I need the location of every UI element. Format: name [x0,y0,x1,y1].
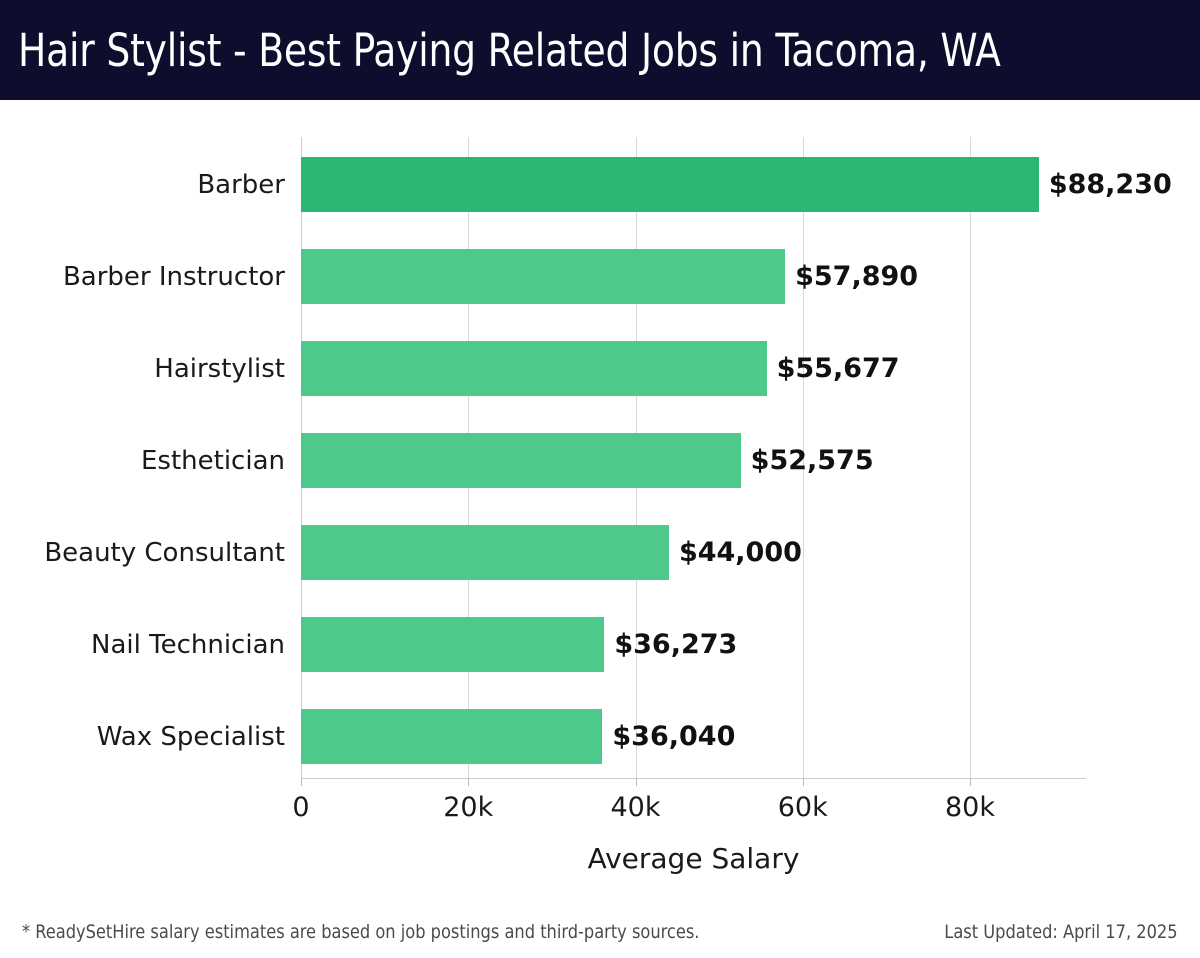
category-label: Barber [197,169,285,200]
bar-value-label: $36,273 [614,629,738,660]
category-label: Nail Technician [91,629,285,660]
bar[interactable] [301,525,669,580]
x-tick-label-20k: 20k [443,792,494,823]
x-tick-label-0: 0 [292,792,310,823]
category-label: Wax Specialist [96,721,285,752]
bar-value-label: $55,677 [776,353,900,384]
bar-value-label: $57,890 [795,261,919,292]
gridline-60k [802,137,804,778]
category-label: Barber Instructor [62,261,285,292]
footnote-text: * ReadySetHire salary estimates are base… [22,920,700,943]
category-label: Esthetician [141,445,285,476]
x-tick-20k [468,778,470,786]
last-updated-text: Last Updated: April 17, 2025 [944,920,1178,943]
bar-value-label: $44,000 [678,537,802,568]
x-tick-40k [635,778,637,786]
chart-footer: * ReadySetHire salary estimates are base… [0,905,1200,958]
bar-chart: Average Salary 0 20k 40k 60k 80k $88,230 Barbe… [0,100,1200,895]
page-title: Hair Stylist - Best Paying Related Jobs … [18,23,1001,77]
bar-value-label: $52,575 [750,445,874,476]
bar[interactable] [301,433,741,488]
category-label: Beauty Consultant [44,537,285,568]
bar-value-label: $88,230 [1048,169,1172,200]
bar[interactable] [301,341,767,396]
x-axis-title: Average Salary [587,842,800,875]
chart-title-bar: Hair Stylist - Best Paying Related Jobs … [0,0,1200,100]
bar[interactable] [301,157,1039,212]
x-tick-60k [802,778,804,786]
x-tick-80k [970,778,971,786]
x-tick-0 [301,778,302,786]
x-tick-label-80k: 80k [945,792,995,823]
bar-value-label: $36,040 [612,721,736,752]
bar[interactable] [301,617,605,672]
x-tick-label-40k: 40k [610,792,661,823]
bar[interactable] [301,709,603,764]
x-axis-line [301,778,1086,779]
gridline-80k [970,137,971,778]
bar[interactable] [301,249,786,304]
x-tick-label-60k: 60k [777,792,828,823]
category-label: Hairstylist [154,353,285,384]
